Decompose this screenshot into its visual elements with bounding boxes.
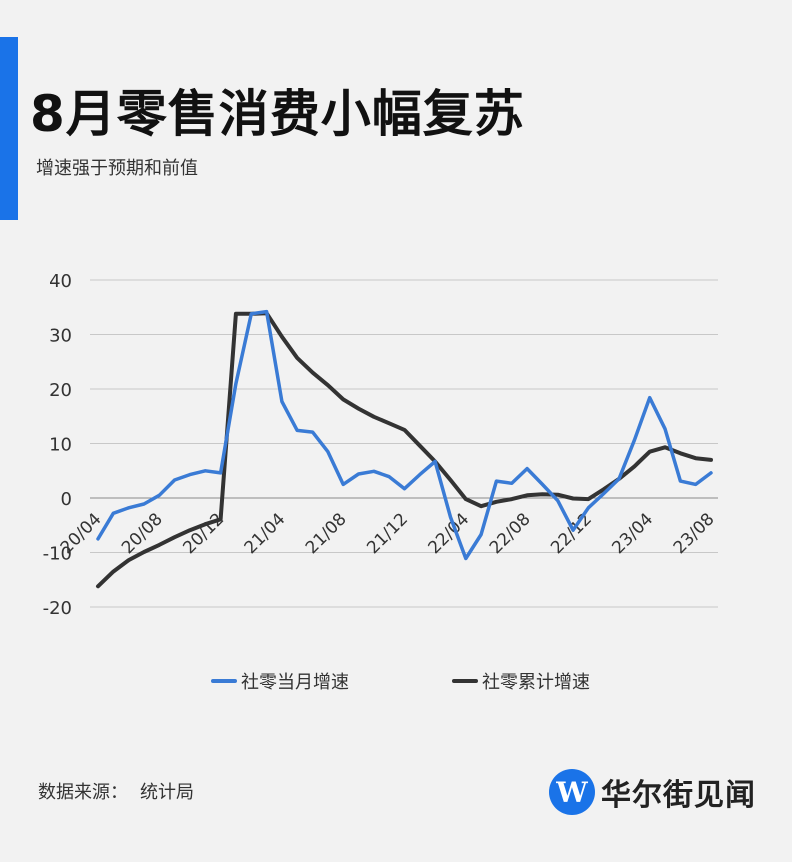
x-tick-label: 23/08 bbox=[670, 509, 719, 558]
x-tick-label: 20/04 bbox=[57, 509, 106, 558]
source-label: 数据来源： bbox=[38, 782, 128, 803]
legend: 社零当月增速 社零累计增速 bbox=[0, 668, 792, 698]
y-tick-label: 40 bbox=[49, 271, 72, 292]
legend-item-monthly: 社零当月增速 bbox=[211, 668, 349, 694]
y-tick-label: -20 bbox=[43, 598, 72, 619]
y-tick-label: 0 bbox=[61, 489, 72, 510]
brand: W 华尔街见闻 bbox=[549, 768, 756, 816]
x-tick-label: 21/08 bbox=[302, 509, 351, 558]
data-source: 数据来源： 统计局 bbox=[38, 778, 194, 804]
brand-name: 华尔街见闻 bbox=[601, 778, 756, 813]
y-tick-labels: 40 30 20 10 0 -10 -20 bbox=[43, 271, 72, 619]
x-tick-label: 21/04 bbox=[241, 509, 290, 558]
brand-logo-icon: W bbox=[549, 769, 595, 815]
grid-lines bbox=[90, 279, 718, 608]
y-tick-label: 20 bbox=[49, 380, 72, 401]
legend-swatch-cumulative bbox=[452, 679, 478, 683]
source-value: 统计局 bbox=[140, 782, 194, 803]
x-tick-labels: 20/04 20/08 20/12 21/04 21/08 21/12 22/04 22/08… bbox=[57, 509, 719, 558]
legend-swatch-monthly bbox=[211, 679, 237, 683]
y-tick-label: 10 bbox=[49, 435, 72, 456]
line-chart: 40 30 20 10 0 -10 -20 20/04 20/08 20/12 21/04 21/0… bbox=[43, 271, 719, 619]
page-subtitle: 增速强于预期和前值 bbox=[36, 158, 198, 179]
legend-label-cumulative: 社零累计增速 bbox=[482, 672, 590, 693]
series-line-cumulative bbox=[96, 311, 713, 589]
x-tick-label: 22/08 bbox=[486, 509, 535, 558]
y-tick-label: 30 bbox=[49, 326, 72, 347]
legend-label-monthly: 社零当月增速 bbox=[241, 672, 349, 693]
legend-item-cumulative: 社零累计增速 bbox=[452, 668, 590, 694]
series-line-monthly bbox=[96, 309, 713, 561]
y-tick-label: -10 bbox=[43, 544, 72, 565]
page-title: 8月零售消费小幅复苏 bbox=[30, 85, 525, 143]
series-lines bbox=[96, 309, 713, 589]
x-tick-label: 22/12 bbox=[547, 509, 596, 558]
x-tick-label: 21/12 bbox=[363, 509, 412, 558]
accent-bar bbox=[0, 37, 18, 220]
x-tick-label: 23/04 bbox=[608, 509, 657, 558]
